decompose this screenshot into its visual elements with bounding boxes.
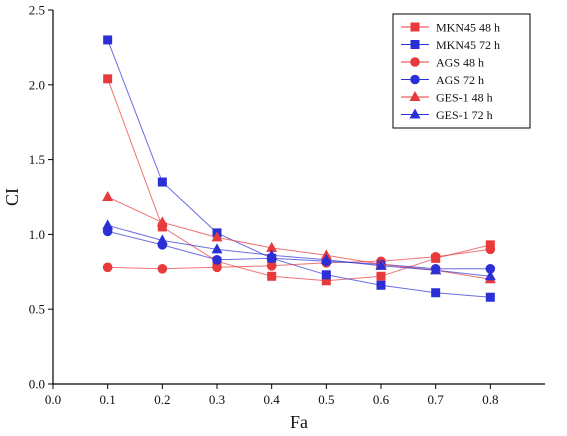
x-tick-label: 0.3 xyxy=(209,392,225,407)
data-point xyxy=(485,292,495,302)
y-tick-label: 0.5 xyxy=(29,302,45,317)
series-line xyxy=(107,39,491,298)
data-point xyxy=(211,243,223,254)
legend: MKN45 48 h MKN45 72 h AGS 48 h AGS 72 h GES-… xyxy=(392,13,531,129)
y-tick-label: 0.0 xyxy=(29,377,45,392)
x-tick-label: 0.0 xyxy=(45,392,61,407)
data-point xyxy=(430,264,442,275)
legend-item: GES-1 48 h xyxy=(401,91,493,105)
series-line xyxy=(107,78,491,282)
y-tick-label: 1.5 xyxy=(29,152,45,167)
legend-marker xyxy=(410,74,420,85)
x-tick-label: 0.6 xyxy=(373,392,390,407)
data-point xyxy=(321,276,331,286)
x-tick-label: 0.4 xyxy=(264,392,281,407)
data-point xyxy=(102,191,114,201)
legend-box xyxy=(392,13,531,129)
data-point xyxy=(157,264,168,274)
series-line xyxy=(107,248,491,270)
y-tick-label: 2.5 xyxy=(29,3,45,18)
data-point xyxy=(267,271,277,281)
y-axis-title: CI xyxy=(2,188,22,206)
data-point xyxy=(103,74,113,84)
axes-layer: 0.0 0.1 0.2 0.3 0.4 0.5 0.6 0.7 0.8 0.0 0.5 1.0 1.5 2… xyxy=(29,3,545,407)
series-5 xyxy=(102,219,496,281)
data-point xyxy=(156,216,168,227)
legend-label: GES-1 48 h xyxy=(436,91,493,105)
y-tick-label: 2.0 xyxy=(29,77,45,92)
data-point xyxy=(211,231,223,242)
x-tick-label: 0.8 xyxy=(482,392,498,407)
data-point xyxy=(266,249,278,260)
legend-item: MKN45 72 h xyxy=(401,38,500,52)
data-point xyxy=(375,259,387,270)
legend-label: GES-1 72 h xyxy=(436,108,493,122)
legend-marker xyxy=(409,108,421,119)
data-point xyxy=(376,280,386,290)
x-tick-label: 0.1 xyxy=(100,392,116,407)
x-tick-label: 0.7 xyxy=(428,392,445,407)
legend-marker xyxy=(410,22,420,32)
legend-label: MKN45 72 h xyxy=(436,38,500,52)
legend-item: MKN45 48 h xyxy=(401,21,500,35)
x-tick-label: 0.2 xyxy=(154,392,170,407)
data-point xyxy=(376,271,386,281)
data-point xyxy=(484,270,496,281)
x-axis-title: Fa xyxy=(290,412,308,432)
legend-item: AGS 72 h xyxy=(401,73,484,87)
data-point xyxy=(266,261,277,271)
series-layer xyxy=(102,35,496,302)
legend-item: AGS 48 h xyxy=(401,56,484,70)
data-point xyxy=(157,177,167,187)
data-point xyxy=(103,35,113,45)
data-point xyxy=(156,234,168,245)
data-point xyxy=(266,241,278,252)
y-tick-label: 1.0 xyxy=(29,227,45,242)
data-point xyxy=(157,222,167,232)
data-point xyxy=(430,252,441,262)
series-line xyxy=(107,230,491,270)
x-tick-label: 0.5 xyxy=(318,392,334,407)
legend-label: AGS 48 h xyxy=(436,56,484,70)
data-point xyxy=(321,270,331,280)
data-point xyxy=(431,288,441,298)
data-point xyxy=(102,262,113,273)
data-point xyxy=(212,262,222,273)
data-point xyxy=(320,253,332,264)
data-point xyxy=(485,244,496,255)
legend-marker xyxy=(410,57,420,67)
legend-marker xyxy=(410,40,420,49)
data-point xyxy=(485,264,496,274)
legend-marker xyxy=(409,91,421,101)
series-line xyxy=(107,224,491,277)
data-point xyxy=(212,255,222,265)
legend-item: GES-1 72 h xyxy=(401,108,493,122)
legend-label: MKN45 48 h xyxy=(436,21,500,35)
legend-label: AGS 72 h xyxy=(436,73,484,87)
data-point xyxy=(102,219,114,230)
